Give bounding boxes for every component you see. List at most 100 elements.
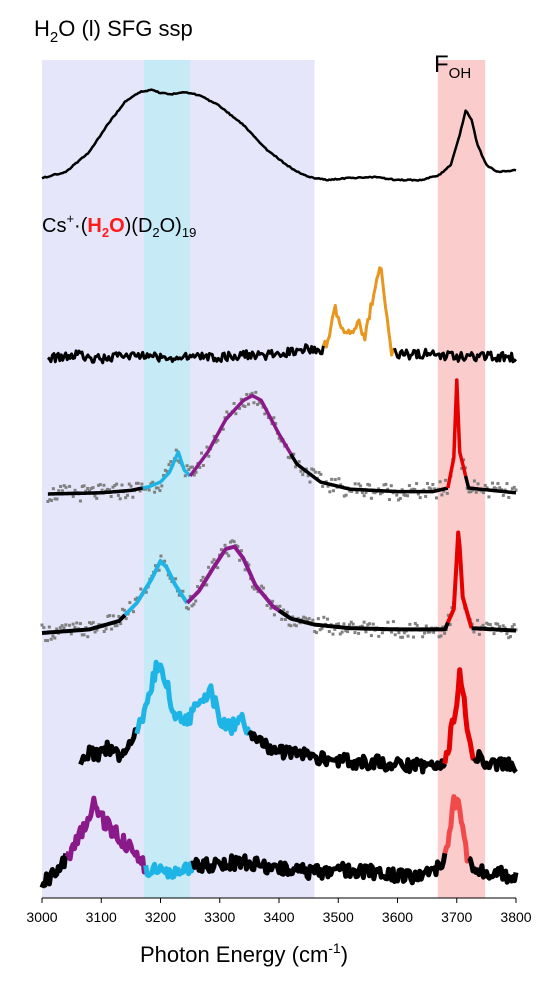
data-point: [496, 622, 500, 626]
data-point: [351, 622, 355, 626]
data-point: [476, 482, 480, 486]
data-point: [510, 625, 514, 629]
data-point: [342, 622, 346, 626]
data-point: [400, 488, 404, 492]
spectrum-trace-3: [46, 378, 518, 503]
data-point: [398, 497, 402, 501]
data-point: [440, 493, 444, 497]
data-point: [60, 489, 64, 493]
data-point: [205, 583, 209, 587]
data-point: [342, 494, 346, 498]
trace-segment-black: [78, 727, 140, 766]
data-point: [134, 481, 138, 485]
x-tick-label: 3000: [26, 909, 57, 925]
data-point: [91, 486, 95, 490]
data-point: [390, 630, 394, 634]
data-point: [492, 632, 496, 636]
data-point: [283, 617, 287, 621]
data-point: [294, 624, 298, 628]
data-point: [261, 586, 265, 590]
data-point: [132, 610, 136, 614]
data-point: [121, 607, 125, 611]
band-cyan: [143, 60, 191, 898]
data-point: [350, 489, 354, 493]
data-point: [369, 634, 373, 638]
data-point: [247, 563, 251, 567]
data-point: [346, 630, 350, 634]
data-point: [116, 493, 120, 497]
data-point: [488, 623, 492, 627]
data-point: [239, 397, 243, 401]
data-point: [393, 633, 397, 637]
trace-segment-black: [472, 749, 518, 774]
data-point: [510, 487, 514, 491]
x-tick-label: 3700: [441, 909, 472, 925]
data-point: [305, 618, 309, 622]
data-point: [128, 601, 132, 605]
data-point: [271, 599, 275, 603]
data-point: [337, 477, 341, 481]
data-point: [191, 465, 195, 469]
data-point: [157, 568, 161, 572]
data-point: [355, 490, 359, 494]
data-point: [139, 587, 143, 591]
data-point: [306, 474, 310, 478]
data-point: [124, 617, 128, 621]
data-point: [326, 484, 330, 488]
data-point: [144, 590, 148, 594]
data-point: [272, 613, 276, 617]
data-point: [87, 489, 91, 493]
data-point: [299, 469, 303, 473]
data-point: [106, 487, 110, 491]
data-point: [308, 480, 312, 484]
data-point: [467, 490, 471, 494]
data-point: [129, 484, 133, 488]
data-point: [282, 608, 286, 612]
data-point: [51, 634, 55, 638]
data-point: [339, 483, 343, 487]
data-point: [321, 484, 325, 488]
data-point: [501, 493, 505, 497]
data-point: [221, 427, 225, 431]
data-point: [115, 482, 119, 486]
trace-segment-black: [247, 730, 448, 775]
data-point: [422, 631, 426, 635]
data-point: [369, 496, 373, 500]
data-point: [169, 460, 173, 464]
data-point: [71, 622, 75, 626]
data-point: [243, 404, 247, 408]
data-point: [416, 492, 420, 496]
trace-segment-red: [446, 378, 468, 489]
data-point: [254, 390, 258, 394]
data-point: [230, 539, 234, 543]
data-point: [163, 559, 167, 563]
data-point: [194, 599, 198, 603]
data-point: [359, 484, 363, 488]
data-point: [188, 594, 192, 598]
data-point: [507, 636, 511, 640]
data-point: [317, 471, 321, 475]
data-point: [507, 495, 511, 499]
x-tick-label: 3400: [263, 909, 294, 925]
data-point: [360, 491, 364, 495]
data-point: [384, 482, 388, 486]
trace-segment-black: [463, 475, 517, 495]
data-point: [71, 494, 75, 498]
data-point: [301, 473, 305, 477]
data-point: [366, 482, 370, 486]
data-point: [391, 620, 395, 624]
data-point: [487, 622, 491, 626]
data-point: [223, 416, 227, 420]
data-point: [176, 459, 180, 463]
data-point: [216, 566, 220, 570]
data-point: [113, 624, 117, 628]
data-point: [53, 497, 57, 501]
data-point: [110, 627, 114, 631]
data-point: [406, 634, 410, 638]
data-point: [441, 625, 445, 629]
data-point: [496, 482, 500, 486]
data-point: [472, 479, 476, 483]
data-point: [307, 617, 311, 621]
data-point: [471, 488, 475, 492]
trace-segment-cyan: [142, 450, 192, 490]
